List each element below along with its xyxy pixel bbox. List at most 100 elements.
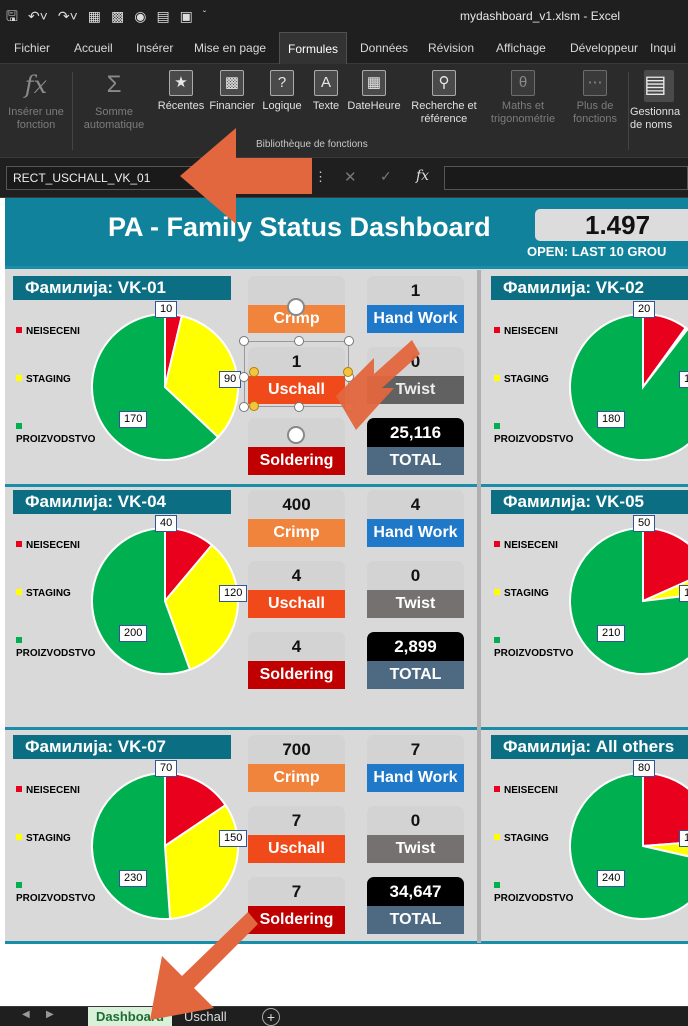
hand-work-kpi-label: Hand Work xyxy=(367,305,464,333)
crimp-kpi[interactable]: Crimp xyxy=(248,276,345,333)
slice-proizvodstvo xyxy=(91,526,192,675)
macro-icon[interactable]: ▦ xyxy=(87,8,101,24)
legend-text: PROIZVODSTVO xyxy=(494,648,574,659)
tab-inquire[interactable]: Inqui xyxy=(650,41,677,55)
open-count-value: 1.497 xyxy=(535,209,688,241)
theta-icon: θ xyxy=(511,70,535,96)
resize-handle[interactable] xyxy=(239,402,249,412)
legend-swatch xyxy=(494,637,500,643)
total-kpi[interactable]: 25,116 TOTAL xyxy=(367,418,464,475)
tab-donnees[interactable]: Données xyxy=(360,41,409,55)
total-kpi-value: 25,116 xyxy=(367,418,464,448)
sheet-tab-dashboard[interactable]: Dashboard xyxy=(88,1007,172,1026)
legend-text: PROIZVODSTVO xyxy=(494,434,574,445)
resize-handle[interactable] xyxy=(294,336,304,346)
hand-work-kpi[interactable]: 1 Hand Work xyxy=(367,276,464,333)
insert-function-button[interactable]: fx Insérer une fonction xyxy=(4,70,68,132)
crimp-kpi[interactable]: 400 Crimp xyxy=(248,490,345,547)
status-pie-chart xyxy=(91,771,239,920)
uschall-kpi[interactable]: 1 Uschall xyxy=(248,347,345,404)
legend-neseceni: NEISECENI xyxy=(494,785,562,797)
legend-text: PROIZVODSTVO xyxy=(16,893,96,904)
uschall-kpi[interactable]: 7 Uschall xyxy=(248,806,345,863)
tab-affichage[interactable]: Affichage xyxy=(496,41,546,55)
add-sheet-icon[interactable]: + xyxy=(262,1008,280,1026)
next-sheet-icon[interactable]: ▶ xyxy=(46,1009,54,1020)
legend-proizvodstvo: PROIZVODSTVO xyxy=(16,636,95,660)
hand-work-kpi[interactable]: 4 Hand Work xyxy=(367,490,464,547)
legend-neseceni: NEISECENI xyxy=(494,540,562,552)
twist-kpi[interactable]: 0 Twist xyxy=(367,806,464,863)
tab-fichier[interactable]: Fichier xyxy=(14,41,51,55)
logical-button[interactable]: ? Logique xyxy=(258,70,306,113)
soldering-kpi[interactable]: Soldering xyxy=(248,418,345,475)
crimp-kpi-label: Crimp xyxy=(248,305,345,333)
legend-text: NEISECENI xyxy=(26,326,80,337)
name-manager-button[interactable]: ▤ Gestionna de noms xyxy=(630,70,688,132)
tab-formules[interactable]: Formules xyxy=(279,32,348,64)
adjust-handle[interactable] xyxy=(343,367,353,377)
adjust-handle[interactable] xyxy=(249,401,259,411)
lookup-reference-button[interactable]: ⚲ Recherche et référence xyxy=(406,70,482,126)
resize-handle[interactable] xyxy=(239,372,249,382)
band-separator xyxy=(5,727,688,730)
rotate-handle-icon[interactable] xyxy=(287,426,305,444)
total-kpi[interactable]: 2,899 TOTAL xyxy=(367,632,464,689)
tab-mise-en-page[interactable]: Mise en page xyxy=(194,41,267,55)
total-kpi-label: TOTAL xyxy=(367,906,464,934)
legend-swatch xyxy=(16,834,22,840)
formula-input[interactable] xyxy=(444,166,688,190)
tab-revision[interactable]: Révision xyxy=(428,41,475,55)
more-options-icon[interactable]: ⋮ xyxy=(314,169,327,184)
redo-icon[interactable]: ↷˅ xyxy=(57,8,78,24)
sheet-tab-uschall[interactable]: Uschall xyxy=(184,1009,227,1024)
twist-kpi[interactable]: 0 Twist xyxy=(367,561,464,618)
crimp-kpi[interactable]: 700 Crimp xyxy=(248,735,345,792)
adjust-handle[interactable] xyxy=(249,367,259,377)
insert-function-fx-icon[interactable]: fx xyxy=(416,168,430,184)
hand-work-kpi-label: Hand Work xyxy=(367,764,464,792)
more-functions-button[interactable]: ⋯ Plus de fonctions xyxy=(564,70,626,126)
window-title: mydashboard_v1.xlsm - Excel xyxy=(460,9,621,23)
datetime-button[interactable]: ▦ DateHeure xyxy=(344,70,404,113)
uschall-kpi-value: 4 xyxy=(248,561,345,591)
tab-developpeur[interactable]: Développeur xyxy=(570,41,639,55)
uschall-kpi[interactable]: 4 Uschall xyxy=(248,561,345,618)
worksheet-area[interactable]: PA - Family Status Dashboard 1.497 OPEN:… xyxy=(0,198,688,1006)
chart-icon[interactable]: ▤ xyxy=(156,8,170,24)
customize-qat-icon[interactable]: ˇ xyxy=(202,10,207,21)
financial-button[interactable]: ▩ Financier xyxy=(207,70,257,113)
tab-accueil[interactable]: Accueil xyxy=(74,41,113,55)
rotate-handle-icon[interactable] xyxy=(287,298,305,316)
soldering-kpi[interactable]: 4 Soldering xyxy=(248,632,345,689)
total-kpi[interactable]: 34,647 TOTAL xyxy=(367,877,464,934)
slice-proizvodstvo xyxy=(91,771,172,920)
arrow-to-name-box xyxy=(180,128,312,224)
table-icon[interactable]: ▩ xyxy=(110,8,125,24)
recent-functions-button[interactable]: ★ Récentes xyxy=(156,70,206,113)
cancel-icon[interactable]: ✕ xyxy=(344,169,357,186)
prev-sheet-icon[interactable]: ◀ xyxy=(22,1009,30,1020)
soldering-kpi[interactable]: 7 Soldering xyxy=(248,877,345,934)
save-icon[interactable]: 🖫 xyxy=(6,8,18,24)
legend-text: PROIZVODSTVO xyxy=(494,893,574,904)
resize-handle[interactable] xyxy=(239,336,249,346)
pie-label-proizvodstvo: 200 xyxy=(119,625,148,642)
ribbon-separator xyxy=(72,72,73,150)
math-trig-button[interactable]: θ Maths et trigonométrie xyxy=(482,70,564,126)
text-a-icon: A xyxy=(314,70,338,96)
hand-work-kpi[interactable]: 7 Hand Work xyxy=(367,735,464,792)
camera-icon[interactable]: ◉ xyxy=(134,8,147,24)
legend-text: NEISECENI xyxy=(504,540,558,551)
autosum-button[interactable]: Σ Somme automatique xyxy=(76,70,152,132)
confirm-icon[interactable]: ✓ xyxy=(380,168,392,184)
resize-handle[interactable] xyxy=(294,402,304,412)
uschall-kpi-value: 1 xyxy=(248,347,345,377)
tab-inserer[interactable]: Insérer xyxy=(136,41,174,55)
financial-label: Financier xyxy=(209,100,255,112)
pie-label-staging: 16 xyxy=(679,830,688,847)
shape-icon[interactable]: ▣ xyxy=(179,8,193,24)
undo-icon[interactable]: ↶˅ xyxy=(27,8,48,24)
resize-handle[interactable] xyxy=(344,336,354,346)
text-button[interactable]: A Texte xyxy=(308,70,344,113)
